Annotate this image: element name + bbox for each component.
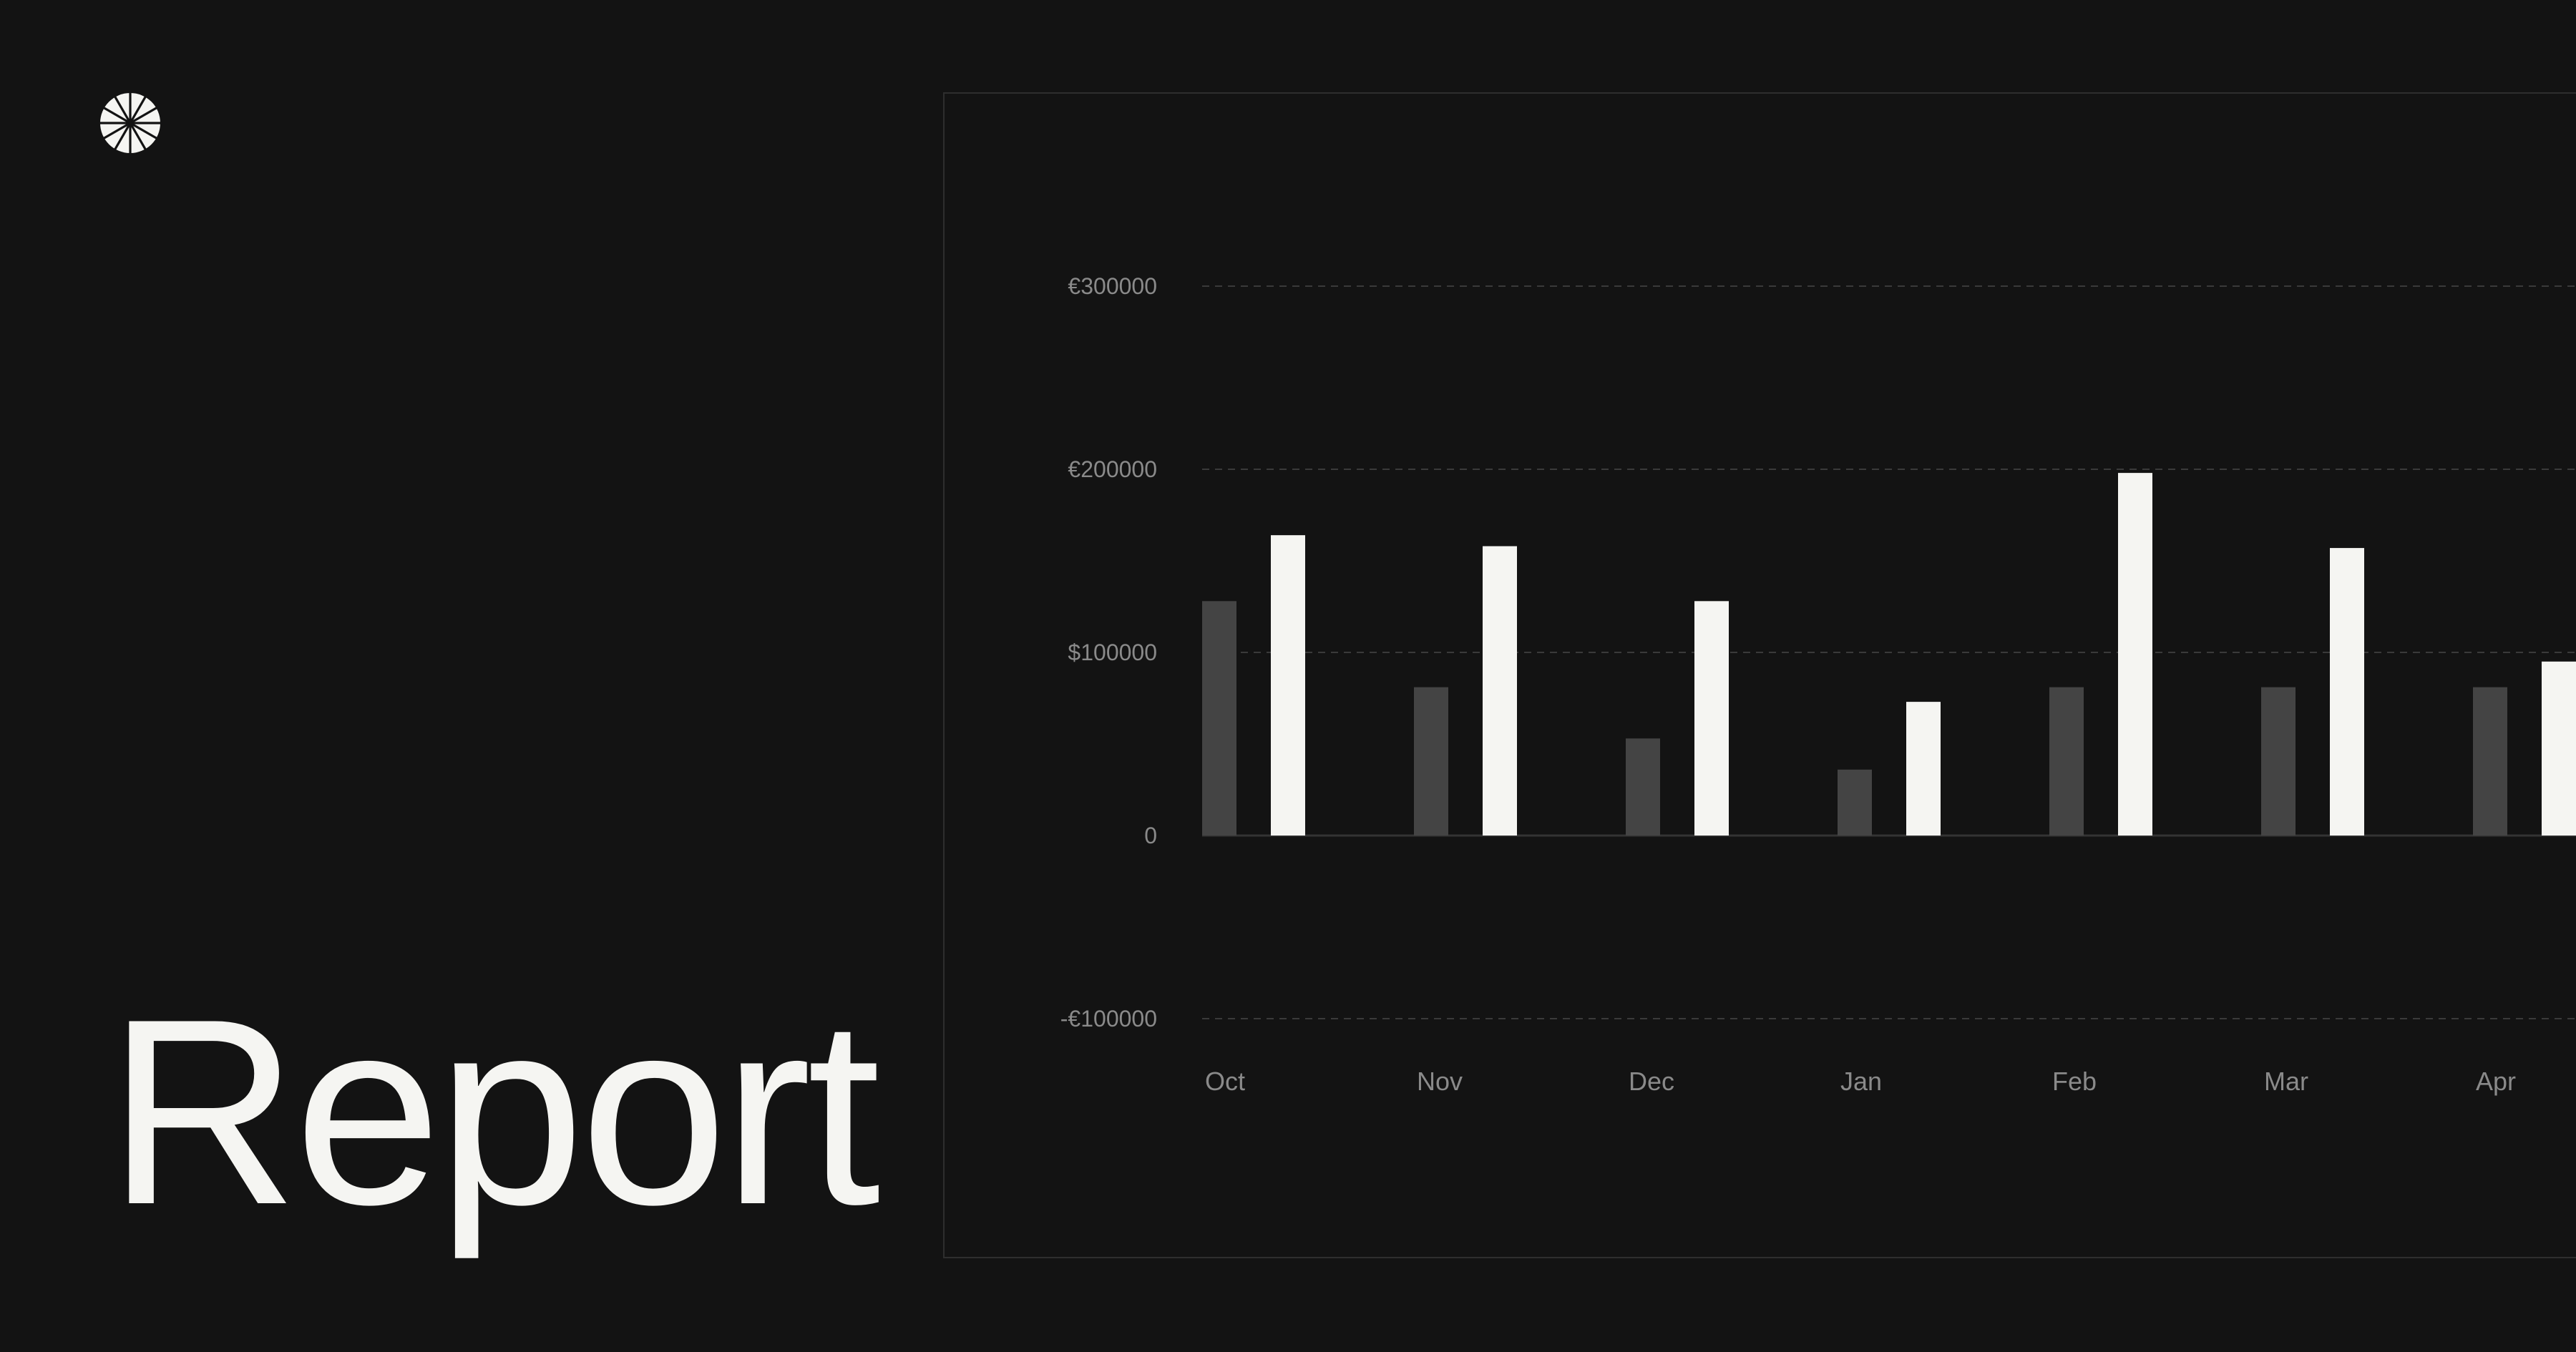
chart-panel (943, 92, 2576, 1258)
bar-nov-series-2 (1483, 546, 1517, 836)
x-tick-label: Oct (1205, 1067, 1245, 1096)
x-tick-label: Mar (2264, 1067, 2308, 1096)
x-tick-label: Jan (1840, 1067, 1882, 1096)
bar-mar-series-2 (2330, 548, 2364, 836)
grid-lines (1202, 285, 2576, 1019)
x-tick-label: Dec (1629, 1067, 1674, 1096)
y-tick-label: $100000 (1068, 640, 1157, 665)
bar-nov-series-1 (1414, 687, 1448, 836)
y-tick-label: €200000 (1068, 456, 1157, 482)
x-tick-label: Nov (1417, 1067, 1463, 1096)
page-title: Report (107, 964, 881, 1260)
bar-apr-series-2 (2542, 661, 2576, 836)
bar-feb-series-2 (2118, 473, 2152, 836)
bar-jan-series-2 (1906, 702, 1941, 836)
bar-feb-series-1 (2049, 687, 2084, 836)
y-axis-tick-labels: €300000 €200000 $100000 0 -€100000 (1060, 273, 1157, 1032)
y-tick-label: -€100000 (1060, 1006, 1157, 1032)
x-tick-label: Feb (2052, 1067, 2097, 1096)
bar-dec-series-2 (1694, 601, 1729, 836)
bar-mar-series-1 (2261, 687, 2296, 836)
bars (1202, 473, 2576, 836)
bar-oct-series-1 (1202, 601, 1236, 836)
bar-dec-series-1 (1626, 738, 1660, 836)
x-tick-label: Apr (2476, 1067, 2516, 1096)
x-axis-tick-labels: Oct Nov Dec Jan Feb Mar Apr (1205, 1067, 2516, 1096)
y-tick-label: 0 (1144, 823, 1157, 848)
bar-oct-series-2 (1271, 535, 1305, 836)
bar-jan-series-1 (1838, 769, 1872, 836)
y-tick-label: €300000 (1068, 273, 1157, 299)
bar-apr-series-1 (2473, 687, 2507, 836)
sunburst-logo-icon (99, 92, 162, 155)
